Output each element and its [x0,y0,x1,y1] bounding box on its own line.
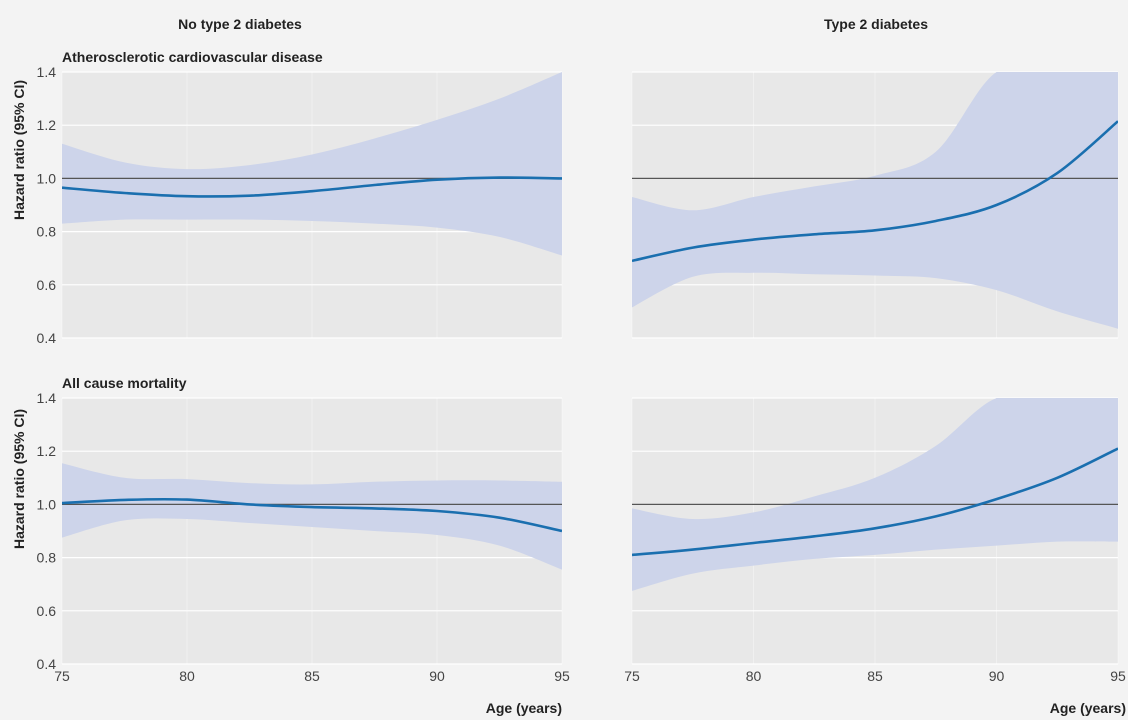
y-tick-label: 1.2 [37,443,57,459]
panel-1 [631,71,1119,339]
hazard-ratio-line [62,176,562,198]
row-title-mortality: All cause mortality [62,375,187,391]
column-title-no-diabetes: No type 2 diabetes [178,16,302,32]
hazard-ratio-line [62,497,562,533]
y-tick-label: 0.8 [37,224,57,240]
x-axis-label-left: Age (years) [486,700,562,716]
y-tick-label: 0.6 [37,603,57,619]
x-tick-label: 90 [989,668,1005,684]
y-tick-label: 1.4 [37,64,57,80]
x-tick-label: 75 [54,668,70,684]
hazard-ratio-line [632,120,1118,263]
x-tick-label: 90 [429,668,445,684]
confidence-band [62,72,562,256]
column-title-diabetes: Type 2 diabetes [824,16,928,32]
y-tick-label: 1.0 [37,496,57,512]
panels: 0.4 0.6 0.8 1.0 1.2 1.4 0.4 0.6 0.8 1.0 1.2 1.4 75 80… [37,64,1126,684]
y-tick-label: 1.4 [37,390,57,406]
x-tick-label: 80 [746,668,762,684]
y-tick-label: 1.0 [37,170,57,186]
y-tick-label: 0.4 [37,330,57,346]
y-tick-label: 1.2 [37,117,57,133]
confidence-band [632,72,1118,329]
x-axis-label-right: Age (years) [1050,700,1126,716]
y-axis-label-bottom: Hazard ratio (95% CI) [11,409,27,549]
x-tick-label: 85 [304,668,320,684]
x-tick-label: 85 [867,668,883,684]
x-tick-label: 80 [179,668,195,684]
y-tick-label: 0.6 [37,277,57,293]
y-axis-label-top: Hazard ratio (95% CI) [11,80,27,220]
panel-0: 0.4 0.6 0.8 1.0 1.2 1.4 [37,64,563,346]
x-tick-label: 95 [1110,668,1126,684]
hazard-ratio-line [632,447,1118,557]
panel-2: 0.4 0.6 0.8 1.0 1.2 1.4 75 80 85 90 95 [37,390,570,684]
row-title-ascvd: Atherosclerotic cardiovascular disease [62,49,323,65]
x-tick-label: 75 [624,668,640,684]
confidence-band [62,463,562,570]
x-tick-label: 95 [554,668,570,684]
panel-3: 75 80 85 90 95 [624,397,1126,684]
y-tick-label: 0.8 [37,550,57,566]
y-tick-label: 0.4 [37,656,57,672]
